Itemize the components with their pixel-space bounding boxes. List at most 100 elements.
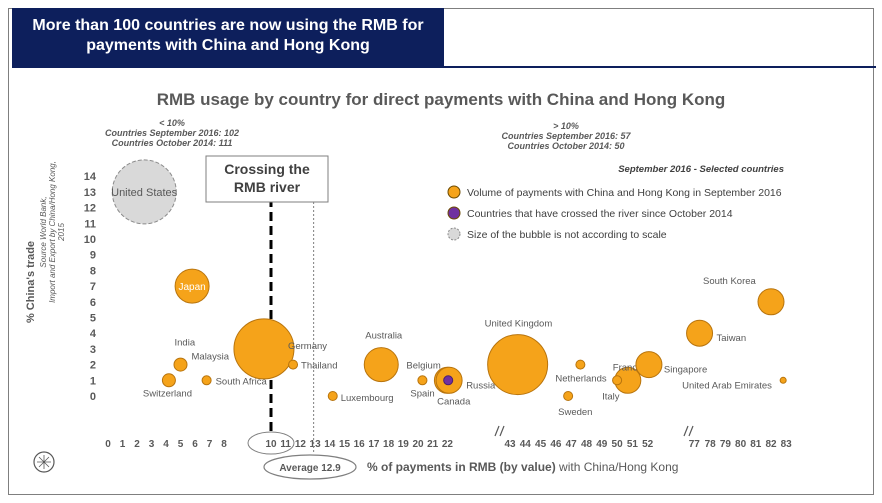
x-tick-label: 14 [324, 439, 336, 450]
point-label: Sweden [558, 407, 592, 418]
x-tick-label: 15 [339, 439, 351, 450]
bubble-belgium [417, 375, 428, 386]
average-oval [263, 454, 357, 480]
point-label: Japan [178, 282, 205, 293]
y-tick-label: 11 [84, 218, 96, 230]
x-tick-label: 47 [566, 439, 578, 450]
point-label: South Africa [216, 376, 268, 387]
point-label: Singapore [664, 365, 707, 376]
bubble-australia [363, 347, 399, 383]
y-axis-source-note: 2015 [57, 223, 66, 242]
y-tick-label: 12 [84, 203, 96, 215]
x-tick-label: 1 [120, 439, 126, 450]
x-tick-label: 45 [535, 439, 547, 450]
x-tick-label: 78 [705, 439, 717, 450]
bubble-united-arab-emirates [779, 376, 787, 384]
y-tick-label: 8 [90, 265, 96, 277]
y-tick-label: 14 [84, 171, 97, 183]
x-tick-label: 83 [781, 439, 793, 450]
point-label: Luxembourg [341, 393, 394, 404]
bubble-taiwan [686, 319, 714, 347]
point-label: South Korea [703, 276, 757, 287]
legend-marker [447, 185, 461, 199]
point-label: Russia [466, 380, 496, 391]
headline-line-1: More than 100 countries are now using th… [32, 17, 424, 34]
bubble-germany [233, 318, 295, 380]
x-tick-label: 3 [149, 439, 155, 450]
bubble-switzerland [161, 373, 176, 388]
x-tick-label: 52 [642, 439, 654, 450]
x-tick-label: 80 [735, 439, 747, 450]
point-label: United Arab Emirates [682, 380, 772, 391]
point-label: Netherlands [555, 374, 606, 385]
y-axis-source-note: Import and Export by China/Hong Kong, [48, 161, 57, 303]
legend-item-label: Volume of payments with China and Hong K… [467, 187, 782, 199]
point-label: Italy [602, 391, 620, 402]
bubble-united-kingdom [487, 334, 549, 396]
swift-logo [33, 451, 55, 473]
chart-title: RMB usage by country for direct payments… [157, 90, 726, 109]
y-tick-label: 7 [90, 281, 96, 293]
x-tick-label: 49 [596, 439, 608, 450]
point-label: France [613, 362, 643, 373]
y-tick-label: 1 [90, 375, 96, 387]
x-tick-label: 48 [581, 439, 593, 450]
y-tick-label: 4 [90, 328, 97, 340]
average-label: Average 12.9 [279, 463, 341, 474]
river-label-text: RMB river [234, 179, 301, 195]
legend-title: September 2016 - Selected countries [618, 164, 784, 175]
x-tick-label: 43 [504, 439, 516, 450]
point-label: Thailand [301, 361, 337, 372]
legend-marker [447, 206, 461, 220]
left-group-label: < 10% [159, 118, 185, 128]
legend-marker [447, 227, 461, 241]
point-label: Germany [288, 341, 327, 352]
banner-underline [440, 66, 876, 68]
x-tick-label: 17 [368, 439, 380, 450]
x-tick-label: 21 [427, 439, 439, 450]
y-tick-label: 2 [90, 360, 96, 372]
x-tick-label: 4 [163, 439, 169, 450]
right-group-label: Countries October 2014: 50 [507, 141, 624, 151]
axis-break-mark [683, 425, 694, 437]
left-group-label: Countries September 2016: 102 [105, 128, 239, 138]
left-group-label: Countries October 2014: 111 [112, 138, 233, 148]
x-tick-label: 22 [442, 439, 454, 450]
bubble-singapore [635, 351, 663, 379]
y-tick-label: 13 [84, 187, 96, 199]
bubble-italy [612, 375, 623, 386]
right-group-label: Countries September 2016: 57 [501, 131, 631, 141]
bubble-south-korea [757, 288, 785, 316]
x-tick-label: 8 [221, 439, 227, 450]
bubble-sweden [563, 391, 574, 401]
bubble-netherlands [575, 359, 586, 370]
y-tick-label: 5 [90, 313, 96, 325]
x-tick-label: 79 [720, 439, 732, 450]
x-tick-label: 16 [354, 439, 366, 450]
x-tick-label: 12 [295, 439, 307, 450]
river-label-text: Crossing the [224, 161, 310, 177]
x-tick-label: 0 [105, 439, 111, 450]
x-axis-label: % of payments in RMB (by value) with Chi… [367, 460, 678, 474]
legend-item-label: Size of the bubble is not according to s… [467, 229, 667, 241]
y-tick-label: 0 [90, 391, 96, 403]
point-label: Belgium [406, 360, 440, 371]
point-label: Malaysia [192, 352, 230, 363]
x-tick-label: 44 [520, 439, 532, 450]
point-label: India [175, 338, 196, 349]
x-tick-label: 10 [265, 439, 277, 450]
bubble-united-states [111, 159, 177, 225]
y-axis-source-note: Source World Bank, [39, 196, 48, 267]
x-axis-label-rest: with China/Hong Kong [556, 460, 679, 474]
axis-break-mark [494, 425, 505, 437]
bubble-thailand [288, 359, 299, 370]
x-tick-label: 11 [280, 439, 291, 450]
point-label: Taiwan [717, 333, 747, 344]
bubble-india [173, 357, 188, 372]
y-tick-label: 10 [84, 234, 96, 246]
y-tick-label: 3 [90, 344, 96, 356]
point-label: Australia [365, 331, 403, 342]
point-label: Switzerland [143, 388, 192, 399]
point-label: Spain [410, 388, 434, 399]
